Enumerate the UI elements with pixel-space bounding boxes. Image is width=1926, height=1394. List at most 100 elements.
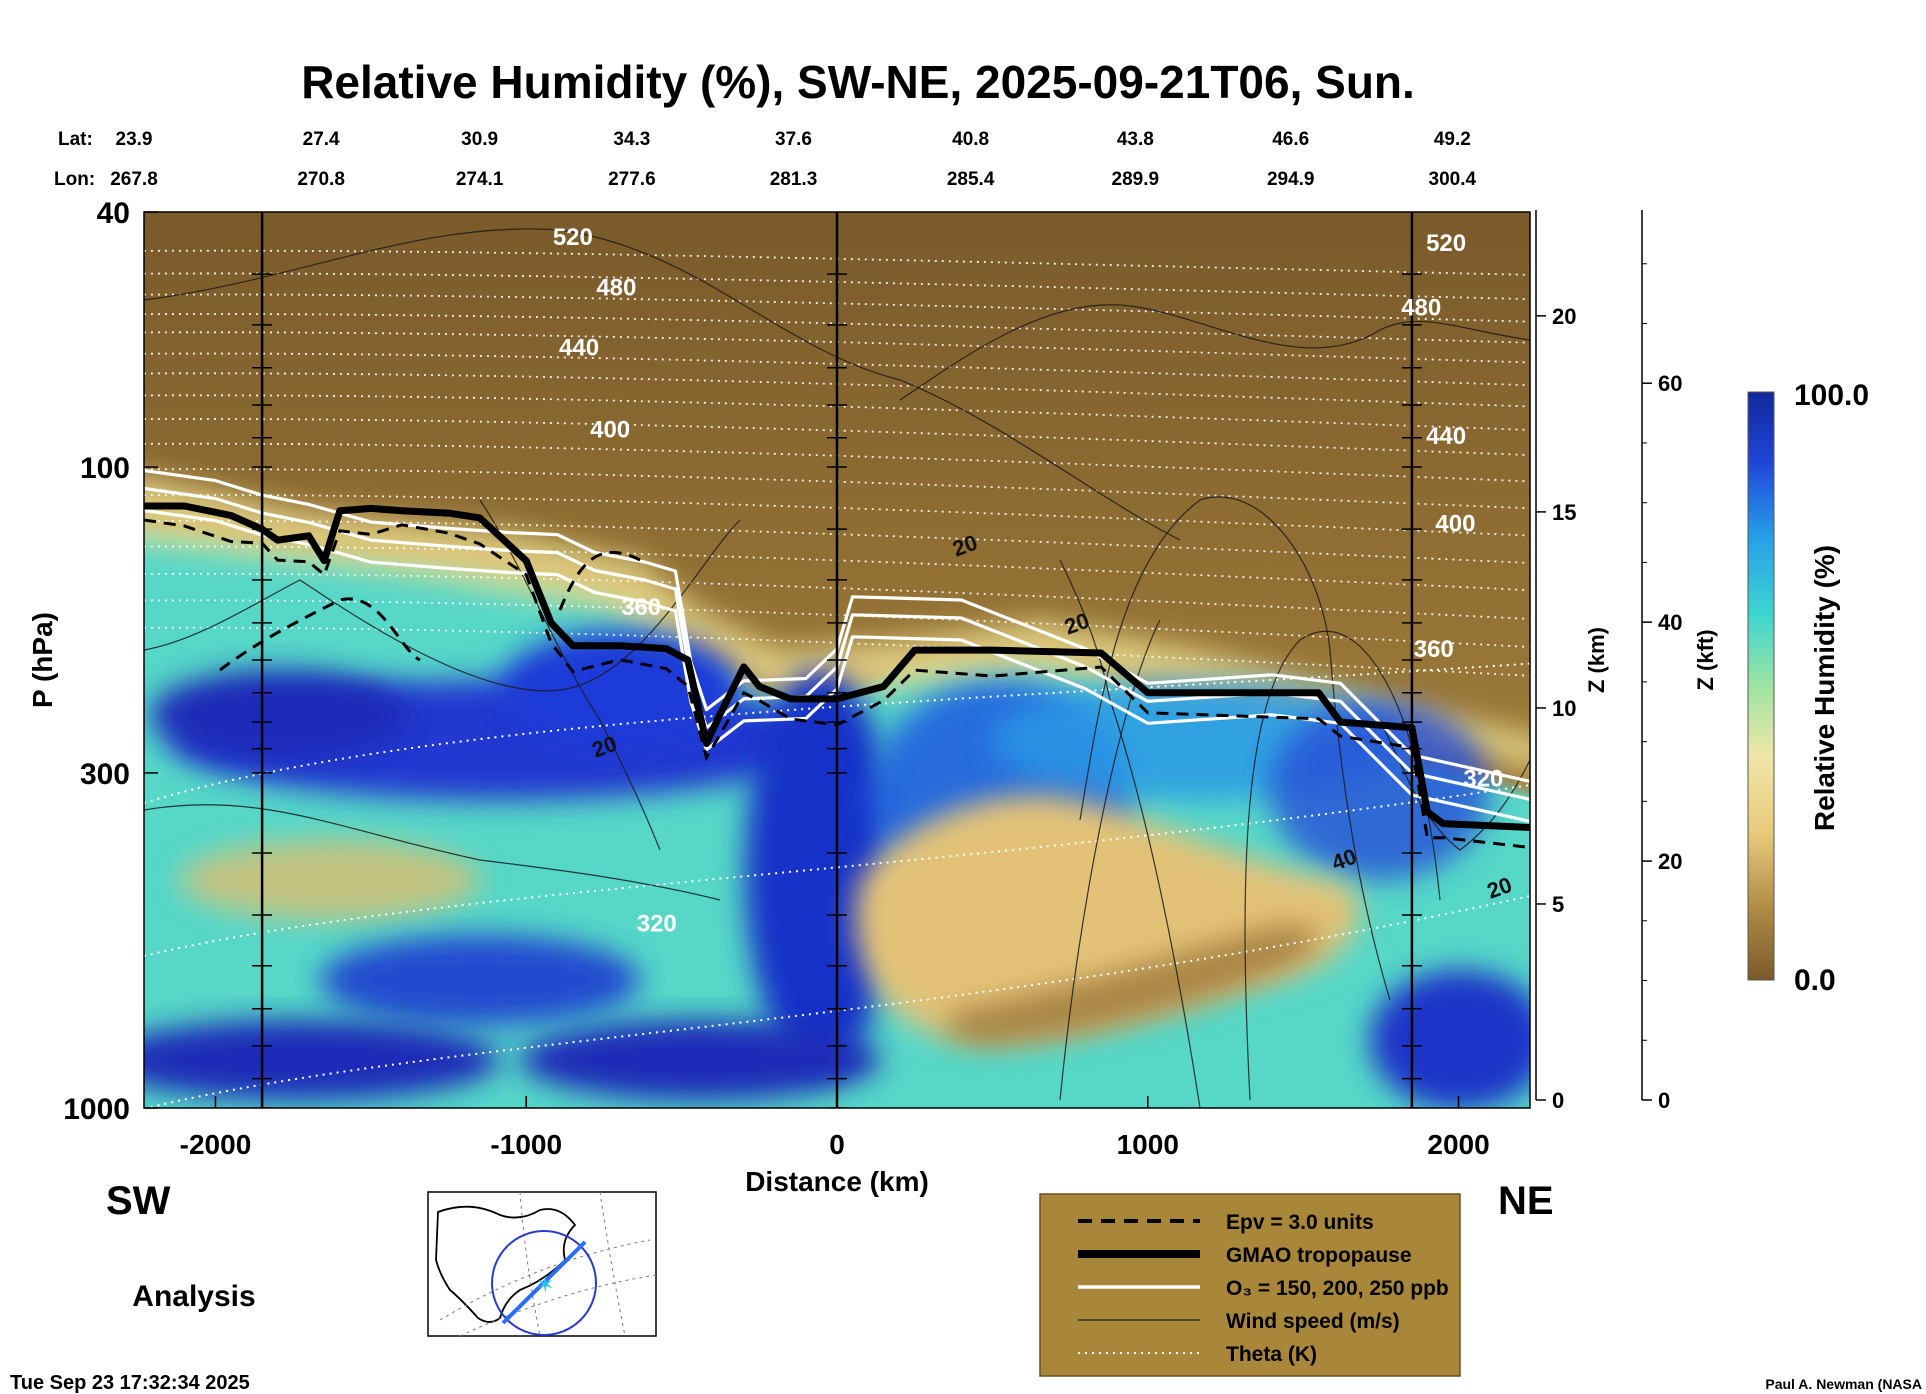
axes: -2000 -1000 0 1000 2000 40 100 300 1000 0 5 10 15 20 0… — [63, 197, 1682, 1160]
lat-value: 43.8 — [1117, 129, 1154, 150]
z-km-axis-label: Z (km) — [1584, 627, 1609, 693]
map-transect-line — [501, 1240, 587, 1325]
lat-value: 27.4 — [303, 129, 340, 150]
epv-contour — [144, 518, 1530, 849]
lon-value: 277.6 — [608, 169, 656, 190]
theta-label: 320 — [637, 910, 677, 937]
lon-value: 285.4 — [947, 169, 995, 190]
theta-label: 480 — [1401, 294, 1441, 321]
lon-value: 300.4 — [1429, 169, 1477, 190]
x-axis-label: Distance (km) — [745, 1166, 929, 1197]
colorbar-min: 0.0 — [1794, 964, 1836, 997]
y-tick-label: 300 — [80, 758, 130, 791]
theta-contours — [144, 249, 1530, 1108]
x-tick-label: 2000 — [1427, 1129, 1489, 1160]
moist-blob — [1370, 970, 1530, 1108]
lon-value: 289.9 — [1112, 169, 1160, 190]
z-km-tick-label: 0 — [1552, 1088, 1564, 1113]
z-km-tick-label: 5 — [1552, 892, 1564, 917]
legend-label: Wind speed (m/s) — [1226, 1310, 1400, 1333]
z-km-tick-label: 15 — [1552, 500, 1576, 525]
legend-label: Theta (K) — [1226, 1343, 1317, 1366]
ozone-contour — [144, 468, 1530, 783]
inset-map: ✶ — [427, 1191, 657, 1337]
wind-contour — [899, 304, 1530, 401]
wind-contour — [144, 228, 1181, 541]
chart-title: Relative Humidity (%), SW-NE, 2025-09-21… — [301, 56, 1415, 108]
lon-value: 267.8 — [110, 169, 158, 190]
moist-blob — [1270, 700, 1490, 880]
z-kft-tick-label: 0 — [1658, 1088, 1670, 1113]
colorbar: 100.0 0.0 Relative Humidity (%) — [1747, 379, 1869, 997]
theta-label: 320 — [1463, 765, 1503, 792]
theta-label: 520 — [1426, 230, 1466, 257]
legend: Epv = 3.0 units GMAO tropopause O₃ = 150, … — [1039, 1193, 1461, 1377]
z-km-tick-label: 10 — [1552, 696, 1576, 721]
theta-label: 480 — [596, 275, 636, 302]
map-graticule — [439, 1191, 657, 1337]
tropopause — [144, 502, 1530, 831]
moist-blob — [144, 1020, 500, 1100]
x-tick-label: 1000 — [1117, 1129, 1179, 1160]
lon-value: 294.9 — [1267, 169, 1315, 190]
colorbar-ramp — [1747, 391, 1775, 981]
wind-contour — [144, 804, 721, 901]
credit: Paul A. Newman (NASA — [1765, 1376, 1922, 1392]
legend-label: O₃ = 150, 200, 250 ppb — [1226, 1277, 1449, 1300]
wind-speed-contours — [144, 228, 1530, 1108]
legend-box — [1039, 1193, 1461, 1377]
legend-label: Epv = 3.0 units — [1226, 1211, 1374, 1234]
epv-contours — [144, 518, 1530, 849]
colorbar-max: 100.0 — [1794, 379, 1869, 412]
map-coastline — [435, 1205, 577, 1323]
z-km-tick-label: 20 — [1552, 304, 1576, 329]
z-kft-axis-label: Z (kft) — [1693, 629, 1718, 690]
moist-blob — [180, 840, 480, 920]
lat-lon-vertical-lines — [252, 212, 1422, 1108]
wind-contour — [1059, 559, 1201, 1108]
tropopause-line — [144, 502, 1530, 831]
legend-label: GMAO tropopause — [1226, 1244, 1412, 1267]
map-center-marker: ✶ — [536, 1272, 554, 1297]
colorbar-label: Relative Humidity (%) — [1809, 545, 1840, 831]
lat-lon-header: Lat: Lon: 23.9 267.8 27.4 270.8 30.9 274.1 34.3 2… — [54, 129, 1477, 190]
wind-contour — [144, 519, 741, 692]
lat-value: 46.6 — [1272, 129, 1309, 150]
lat-value: 34.3 — [613, 129, 650, 150]
theta-label: 520 — [553, 224, 593, 251]
y-tick-label: 1000 — [63, 1093, 130, 1126]
lat-label: Lat: — [58, 129, 93, 150]
lon-value: 281.3 — [770, 169, 818, 190]
timestamp: Tue Sep 23 17:32:34 2025 — [10, 1372, 250, 1394]
x-tick-label: -1000 — [490, 1129, 562, 1160]
z-kft-tick-label: 60 — [1658, 371, 1682, 396]
theta-label: 360 — [1414, 636, 1454, 663]
y-axis-label: P (hPa) — [27, 612, 58, 708]
theta-label: 440 — [559, 335, 599, 362]
theta-label: 400 — [590, 417, 630, 444]
theta-label: 360 — [621, 594, 661, 621]
moist-blob — [745, 670, 895, 1070]
y-tick-label: 100 — [80, 452, 130, 485]
moist-blob — [500, 630, 740, 750]
x-tick-label: -2000 — [180, 1129, 252, 1160]
ozone-contour — [144, 508, 1530, 823]
moist-blob — [520, 1020, 880, 1100]
analysis-label: Analysis — [132, 1280, 255, 1313]
wind-contour — [1059, 619, 1441, 1101]
ne-label: NE — [1498, 1179, 1554, 1223]
moist-blob — [320, 935, 640, 1025]
lat-value: 23.9 — [116, 129, 153, 150]
wind-contour — [1079, 496, 1391, 1001]
sw-label: SW — [106, 1179, 171, 1223]
theta-line — [144, 895, 1530, 1108]
lon-value: 270.8 — [297, 169, 345, 190]
theta-label: 400 — [1435, 510, 1475, 537]
epv-contour — [219, 550, 641, 672]
lat-value: 37.6 — [775, 129, 812, 150]
lon-value: 274.1 — [456, 169, 504, 190]
z-kft-tick-label: 40 — [1658, 610, 1682, 635]
